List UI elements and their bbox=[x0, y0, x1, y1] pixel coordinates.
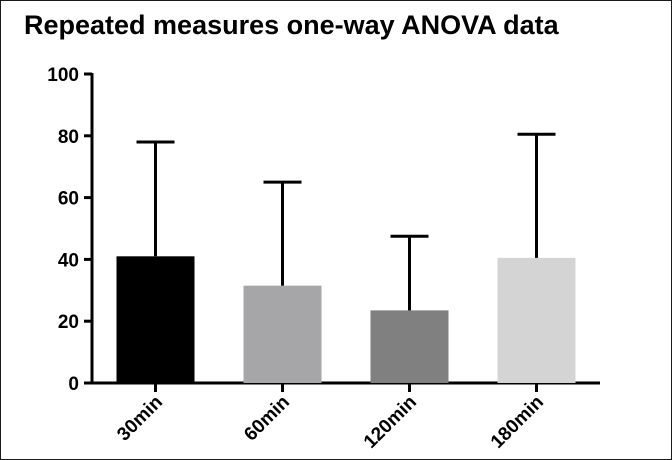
y-tick-label: 20 bbox=[58, 312, 79, 333]
y-axis: 0 20 40 60 80 100 bbox=[47, 65, 94, 395]
bar bbox=[497, 257, 576, 383]
category-labels: 30min 60min 120min 180min bbox=[113, 392, 548, 453]
bar bbox=[243, 285, 322, 383]
x-tick-label: 30min bbox=[113, 392, 167, 446]
chart-title: Repeated measures one-way ANOVA data bbox=[24, 10, 559, 40]
x-tick-label: 120min bbox=[360, 392, 421, 453]
y-tick-label: 40 bbox=[58, 250, 79, 271]
error-bars bbox=[136, 132, 556, 311]
x-tick-label: 60min bbox=[240, 392, 294, 446]
bar bbox=[116, 256, 195, 383]
y-tick-label: 80 bbox=[58, 127, 79, 148]
y-tick-label: 0 bbox=[68, 374, 79, 395]
y-tick-label: 100 bbox=[47, 65, 79, 86]
x-axis bbox=[90, 381, 600, 392]
y-tick-label: 60 bbox=[58, 189, 79, 210]
bar bbox=[370, 310, 449, 383]
bars bbox=[116, 256, 576, 383]
x-tick-label: 180min bbox=[487, 392, 548, 453]
